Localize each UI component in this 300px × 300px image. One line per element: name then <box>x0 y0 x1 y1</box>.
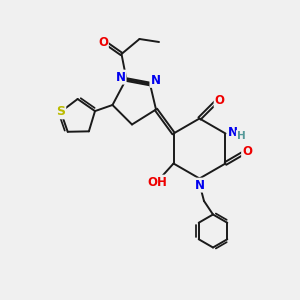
Text: O: O <box>242 145 252 158</box>
Text: H: H <box>237 131 245 141</box>
Text: N: N <box>228 125 238 139</box>
Text: OH: OH <box>148 176 168 189</box>
Text: N: N <box>194 178 205 192</box>
Text: O: O <box>214 94 225 107</box>
Text: O: O <box>98 35 108 49</box>
Text: N: N <box>116 70 126 84</box>
Text: N: N <box>150 74 161 87</box>
Text: S: S <box>56 105 65 118</box>
